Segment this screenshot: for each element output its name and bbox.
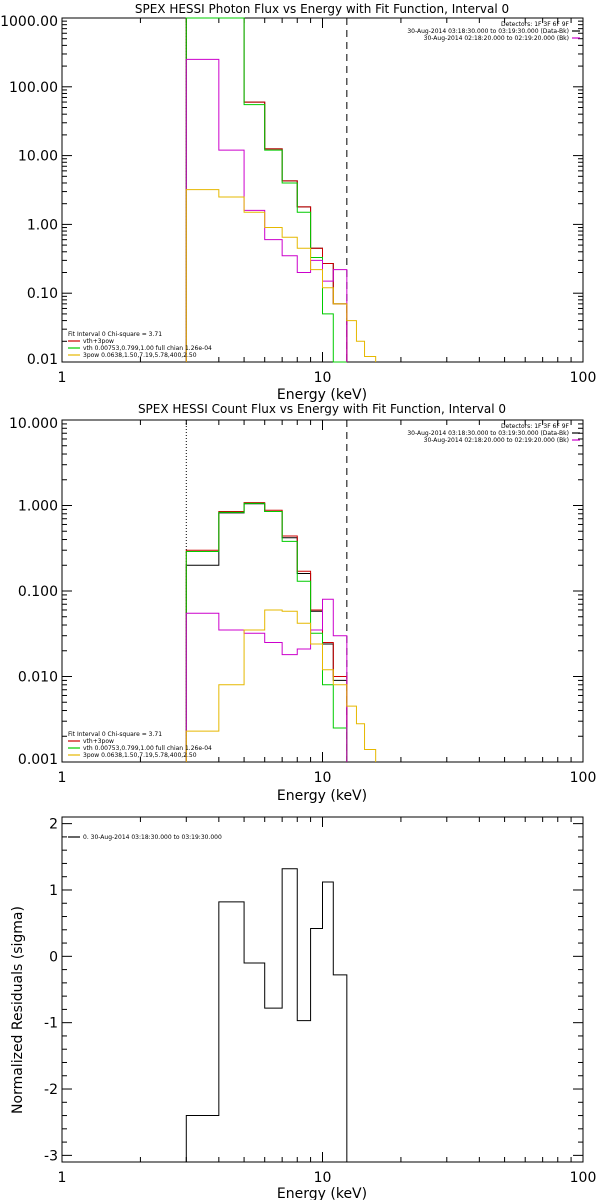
x-tick-label: 100 <box>570 370 597 386</box>
header-line: 30-Aug-2014 03:18:30.000 to 03:19:30.000… <box>407 430 569 437</box>
y-tick-label: 0.10 <box>27 286 58 302</box>
y-tick-label: -2 <box>44 1082 58 1098</box>
x-tick-label: 10 <box>314 770 332 786</box>
y-tick-label: 2 <box>49 817 58 833</box>
x-tick-label: 10 <box>314 1170 332 1186</box>
y-tick-label: 0.100 <box>18 584 58 600</box>
series-line <box>185 502 348 762</box>
series-line <box>185 502 348 762</box>
legend-line: Fit Interval 0 Chi-square = 3.71 <box>68 331 162 338</box>
count-flux-plot-area: 1 10 100 10.000 1.000 0.100 0.010 0.001 Detector… <box>9 416 596 786</box>
y-tick-label: 100.00 <box>9 80 58 96</box>
series-line <box>185 609 377 762</box>
y-tick-label: 1000.00 <box>0 14 58 30</box>
plot-frame <box>61 419 584 763</box>
legend-line: 3pow 0.0638,1.50,7.19,5.78,400,2.50 <box>83 752 197 759</box>
plot-frame <box>61 816 584 1163</box>
y-tick-label: 0 <box>49 949 58 965</box>
legend-line: vth 0.00753,0.799,1.00 full chian 1.26e-… <box>83 345 212 352</box>
legend-line: Fit Interval 0 Chi-square = 3.71 <box>68 731 162 738</box>
count-flux-panel: SPEX HESSI Count Flux vs Energy with Fit… <box>9 402 596 804</box>
y-tick-label: 1 <box>49 883 58 899</box>
header-line: Detectors: 1F 3F 6F 9F <box>501 423 570 430</box>
y-tick-label: 10.00 <box>18 149 58 165</box>
y-tick-label: -1 <box>44 1016 58 1032</box>
residuals-panel: Energy (keV) Normalized Residuals (sigma… <box>10 816 597 1200</box>
header-line: Detectors: 1F 3F 6F 9F <box>501 21 570 28</box>
photon-flux-plot-area: 1 10 100 1000.00 100.00 10.00 1.00 0.10 0.01 Dete… <box>0 14 596 386</box>
count-flux-xlabel: Energy (keV) <box>277 788 367 804</box>
legend-line: vth 0.00753,0.799,1.00 full chian 1.26e-… <box>83 745 212 752</box>
count-flux-title: SPEX HESSI Count Flux vs Energy with Fit… <box>138 402 506 416</box>
x-tick-label: 1 <box>58 1170 67 1186</box>
header-line: 30-Aug-2014 03:18:30.000 to 03:19:30.000… <box>407 28 569 35</box>
legend-line: vth+3pow <box>83 338 114 345</box>
header-line: 30-Aug-2014 02:18:20.000 to 02:19:20.000… <box>424 35 569 42</box>
photon-flux-title: SPEX HESSI Photon Flux vs Energy with Fi… <box>135 2 509 16</box>
y-tick-label: 1.00 <box>27 217 58 233</box>
legend-line: vth+3pow <box>83 738 114 745</box>
y-tick-label: 0.001 <box>18 752 58 768</box>
y-tick-label: -3 <box>44 1148 58 1164</box>
photon-flux-xlabel: Energy (keV) <box>277 387 367 403</box>
series-line <box>185 17 347 363</box>
series-line <box>185 598 348 762</box>
legend-line: 0. 30-Aug-2014 03:18:30.000 to 03:19:30.… <box>83 834 222 841</box>
residuals-xlabel: Energy (keV) <box>277 1186 367 1200</box>
header-line: 30-Aug-2014 02:18:20.000 to 02:19:20.000… <box>424 437 569 444</box>
x-tick-label: 1 <box>58 370 67 386</box>
x-tick-label: 1 <box>58 770 67 786</box>
y-tick-label: 0.010 <box>18 670 58 686</box>
y-tick-label: 0.01 <box>27 352 58 368</box>
x-tick-label: 10 <box>314 370 332 386</box>
legend-line: 3pow 0.0638,1.50,7.19,5.78,400,2.50 <box>83 352 197 359</box>
x-tick-label: 100 <box>570 1170 597 1186</box>
residuals-ylabel: Normalized Residuals (sigma) <box>10 906 26 1114</box>
y-tick-label: 1.000 <box>18 499 58 515</box>
series-line <box>185 189 377 362</box>
y-tick-label: 10.000 <box>9 416 58 432</box>
series-line <box>185 58 348 362</box>
series-line <box>185 868 348 1162</box>
x-tick-label: 100 <box>570 770 597 786</box>
photon-flux-panel: SPEX HESSI Photon Flux vs Energy with Fi… <box>0 2 596 403</box>
